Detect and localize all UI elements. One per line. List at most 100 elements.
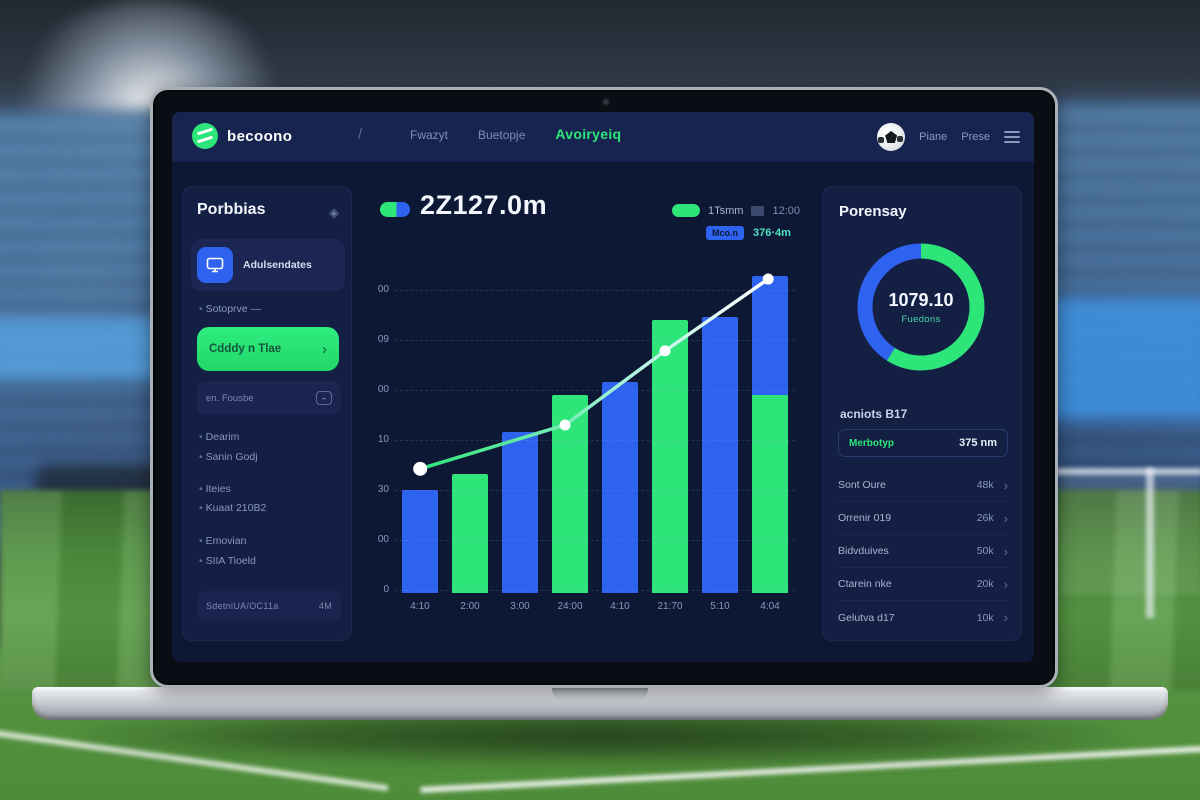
gridline [395, 490, 795, 491]
brand-logo[interactable]: becoono [192, 123, 292, 149]
main-nav: Fwazyt Buetopje Avoiryeiq [410, 126, 622, 142]
nav-item-1[interactable]: Fwazyt [410, 128, 449, 142]
legend-badge: Mco.n [706, 226, 744, 240]
row-label: Gelutva d17 [838, 611, 895, 624]
sidebar-input-row[interactable]: en. Fousbe ⌁ [197, 381, 341, 415]
sidebar-collapse-icon[interactable]: ◈ [329, 205, 339, 220]
chevron-right-icon: › [322, 340, 327, 358]
row-value: 10k [976, 611, 994, 624]
x-axis-tick: 4:10 [410, 601, 430, 612]
chevron-right-icon: › [1003, 477, 1008, 493]
bar [402, 489, 438, 593]
row-value: 26k [976, 512, 994, 524]
highlight-row[interactable]: Merbotyp 375 nm [838, 429, 1008, 457]
gridline [395, 440, 795, 441]
x-axis-tick: 4:04 [760, 601, 780, 612]
stat-row[interactable]: Sont Oure 48k › [838, 469, 1008, 502]
sidebar-item-active[interactable]: Adulsendates [191, 239, 345, 291]
chevron-right-icon: › [1003, 610, 1008, 625]
legend-muted-value: 12:00 [772, 204, 800, 217]
bar-segment-green [652, 320, 688, 593]
laptop-notch [552, 687, 648, 700]
bar [652, 320, 688, 593]
bar-segment-green [752, 394, 788, 593]
row-label: Sont Oure [838, 479, 886, 491]
bar [452, 474, 488, 593]
attachment-icon: ⌁ [316, 391, 332, 405]
goal-crossbar [1052, 468, 1200, 475]
row-value: 20k [976, 578, 994, 590]
line-point [559, 419, 571, 431]
topbar-link-1[interactable]: Piane [919, 131, 948, 143]
donut-center: 1079.10 Fuedons [851, 237, 991, 377]
row-label: Bidvduives [838, 545, 889, 557]
y-axis-tick: 30 [377, 484, 389, 495]
monitor-icon [197, 247, 233, 283]
bar-segment-green [452, 474, 488, 593]
footer-value: 4M [318, 601, 332, 611]
row-value: 50k [976, 545, 994, 557]
sidebar-title: Porbbias [197, 201, 266, 218]
soccer-ball-icon [877, 123, 906, 151]
x-axis-labels: 4:10 2:00 3:00 24:00 4:10 21:70 5:10 4:04 [395, 601, 795, 615]
stat-row[interactable]: Orrenir 019 26k › [838, 502, 1008, 535]
legend-label: 1Tsmm [708, 204, 744, 217]
chevron-right-icon: › [1003, 576, 1008, 592]
legend-swatch-muted [751, 205, 765, 216]
donut-value: 1079.10 [888, 289, 954, 310]
summary-panel: Porensay 1079.10 Fuedons acniots B17 Mer… [822, 186, 1022, 641]
stat-rows: Sont Oure 48k › Orrenir 019 26k › Bidvduives 50… [838, 469, 1008, 634]
goal-net [1060, 475, 1200, 595]
topbar-right: Piane Prese [877, 123, 1020, 151]
bar [602, 381, 638, 593]
stat-row[interactable]: Ctarein nke 20k › [838, 568, 1008, 601]
primary-cta-button[interactable]: Cdddy n Tlae › [197, 327, 339, 371]
gridline [395, 290, 795, 291]
menu-icon[interactable] [1004, 131, 1020, 143]
sidebar-link[interactable]: Emovian [199, 535, 247, 547]
chart-legend-row-1: 1Tsmm 12:00 [672, 204, 800, 217]
y-axis-tick: 00 [377, 284, 389, 295]
y-axis-tick: 00 [377, 384, 389, 395]
chevron-right-icon: › [1003, 543, 1008, 559]
panel-section-label: acniots B17 [840, 407, 908, 421]
stat-row[interactable]: Gelutva d17 10k › [838, 601, 1008, 634]
gridline [395, 390, 795, 391]
stat-pill-icon [380, 202, 410, 217]
donut-chart: 1079.10 Fuedons [851, 237, 991, 377]
goal-post [1146, 468, 1154, 618]
sidebar-link[interactable]: Sanin Godj [199, 451, 258, 463]
x-axis-tick: 4:10 [610, 601, 630, 612]
nav-item-2[interactable]: Buetopje [478, 128, 526, 142]
sidebar-item-label: Adulsendates [243, 259, 312, 271]
highlight-value: 375 nm [959, 437, 997, 449]
sidebar-link[interactable]: SIIA Tioeld [199, 555, 256, 567]
nav-item-3[interactable]: Avoiryeiq [555, 126, 622, 142]
bar-segment-blue [602, 381, 638, 593]
stat-row[interactable]: Bidvduives 50k › [838, 535, 1008, 568]
chevron-right-icon: › [1003, 510, 1008, 526]
sidebar-link[interactable]: Kuaat 210B2 [199, 502, 267, 514]
sidebar: Porbbias ◈ Adulsendates Sotoprve — Cdddy… [182, 186, 352, 641]
sidebar-footer-row[interactable]: SdetniUA/OC11a 4M [197, 591, 341, 621]
legend-toggle[interactable] [672, 204, 700, 217]
dashboard: becoono / Fwazyt Buetopje Avoiryeiq Piane … [172, 112, 1034, 662]
sidebar-link[interactable]: Dearim [199, 431, 240, 443]
x-axis-tick: 24:00 [557, 601, 583, 612]
topbar-link-2[interactable]: Prese [961, 131, 990, 143]
x-axis-tick: 5:10 [710, 601, 730, 612]
bar-segment-blue [752, 276, 788, 395]
line-point [762, 273, 774, 285]
row-label: Orrenir 019 [838, 512, 892, 524]
bar-segment-blue [502, 432, 538, 593]
cta-label: Cdddy n Tlae [209, 343, 282, 355]
bar-segment-blue [402, 489, 438, 593]
webcam-dot [603, 99, 609, 105]
chart-legend-row-2: Mco.n 376·4m [706, 226, 791, 240]
bars [395, 268, 795, 593]
sidebar-input-label: en. Fousbe [206, 392, 254, 404]
sidebar-link[interactable]: Iteies [199, 483, 231, 495]
top-nav-bar: becoono / Fwazyt Buetopje Avoiryeiq Piane … [172, 112, 1034, 162]
line-point [413, 461, 428, 476]
